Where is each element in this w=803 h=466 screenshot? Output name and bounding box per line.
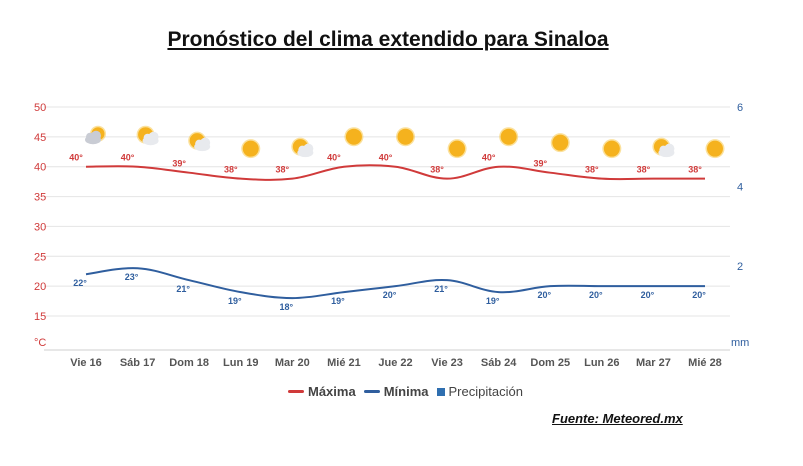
legend-item-max[interactable]: Máxima (288, 384, 356, 399)
data-label-max: 39° (533, 159, 547, 169)
data-label-max: 40° (327, 153, 341, 163)
sun-disc (449, 140, 466, 157)
series-line-max (85, 164, 705, 181)
legend-label-max: Máxima (308, 384, 356, 399)
data-label-min: 23° (125, 272, 139, 282)
data-label-min: 21° (434, 284, 448, 294)
series-line-min (85, 267, 705, 300)
data-label-max: 38° (585, 165, 599, 175)
sun-disc (397, 128, 414, 145)
data-labels: 40° 40° 39° 38° 38° 40° 40° 38° 40° 39° 38° 38° 38° 2… (69, 153, 706, 312)
sun-disc (552, 134, 569, 151)
legend-swatch-max (288, 390, 304, 393)
sun-disc (500, 128, 517, 145)
x-tick-label: Mar 20 (275, 357, 310, 369)
y-tick-label: 15 (34, 311, 46, 323)
y-tick-label: 30 (34, 221, 46, 233)
sun-icon (396, 127, 415, 147)
sun-icon (602, 139, 622, 159)
cloud-puff (303, 143, 314, 154)
axes: 15 20 25 30 35 40 45 50 °C 2 4 6 mm Vie 16 Sáb 17 Dom 1… (34, 102, 749, 369)
cloud-puff (200, 137, 211, 148)
sun-icon (705, 139, 725, 159)
cloud-puff (148, 131, 159, 142)
data-label-max: 40° (69, 153, 83, 163)
x-tick-label: Mié 28 (688, 357, 722, 369)
y-tick-label: 50 (34, 102, 46, 114)
y-right-unit-label: mm (731, 337, 749, 349)
y-tick-label: 40 (34, 162, 46, 174)
data-label-min: 20° (383, 290, 397, 300)
weather-icons (85, 125, 725, 159)
x-tick-label: Vie 16 (70, 357, 102, 369)
sun-icon (447, 139, 467, 159)
x-tick-label: Dom 18 (169, 357, 209, 369)
data-label-max: 40° (121, 153, 135, 163)
data-label-min: 18° (280, 302, 294, 312)
x-tick-label: Lun 26 (584, 357, 619, 369)
legend: Máxima Mínima Precipitación (288, 384, 523, 399)
sun-cloud-icon (291, 137, 314, 158)
data-label-min: 22° (73, 278, 87, 288)
x-tick-label: Dom 25 (530, 357, 570, 369)
partly-cloudy-icon (85, 125, 106, 145)
x-tick-label: Sáb 17 (120, 357, 155, 369)
x-tick-label: Sáb 24 (481, 357, 517, 369)
sun-disc (242, 140, 259, 157)
x-tick-label: Mar 27 (636, 357, 671, 369)
cloud-puff (664, 143, 675, 154)
cloud-puff (91, 130, 101, 141)
data-label-max: 38° (688, 165, 702, 175)
data-label-min: 19° (331, 296, 345, 306)
sun-icon (499, 127, 519, 147)
data-label-min: 20° (537, 290, 551, 300)
data-label-min: 20° (589, 290, 603, 300)
data-label-max: 40° (379, 153, 393, 163)
y-tick-label: 20 (34, 281, 46, 293)
legend-item-precip[interactable]: Precipitación (436, 384, 523, 399)
legend-label-min: Mínima (383, 384, 429, 399)
sun-icon (241, 139, 261, 159)
y-tick-label: 35 (34, 192, 46, 204)
sun-disc (345, 128, 362, 145)
sun-disc (707, 140, 723, 157)
data-label-min: 20° (641, 290, 655, 300)
data-label-min: 19° (486, 296, 500, 306)
y-unit-label: °C (34, 337, 46, 349)
data-label-max: 38° (637, 165, 651, 175)
sun-icon (550, 133, 570, 153)
source-credit: Fuente: Meteored.mx (552, 411, 683, 426)
y-tick-label: 25 (34, 251, 46, 263)
legend-label-precip: Precipitación (448, 384, 523, 399)
x-tick-label: Lun 19 (223, 357, 258, 369)
data-label-max: 38° (430, 165, 444, 175)
legend-item-min[interactable]: Mínima (363, 384, 429, 399)
data-label-max: 38° (224, 165, 238, 175)
data-label-min: 20° (692, 290, 706, 300)
legend-swatch-min (363, 390, 380, 393)
sun-cloud-icon (652, 137, 675, 158)
sun-cloud-icon (188, 131, 211, 152)
y-right-tick-label: 6 (737, 102, 743, 114)
x-tick-label: Jue 22 (378, 357, 412, 369)
sun-icon (344, 127, 364, 147)
y-right-tick-label: 2 (737, 261, 743, 273)
data-label-min: 21° (176, 284, 190, 294)
y-tick-label: 45 (34, 132, 46, 144)
x-tick-label: Vie 23 (431, 357, 463, 369)
page-title: Pronóstico del clima extendido para Sina… (167, 28, 609, 51)
x-tick-label: Mié 21 (327, 357, 361, 369)
legend-swatch-precip (436, 387, 445, 396)
y-right-tick-label: 4 (737, 182, 743, 194)
sun-cloud-icon (136, 125, 159, 146)
sun-disc (603, 140, 620, 157)
data-label-min: 19° (228, 296, 242, 306)
data-label-max: 40° (482, 153, 496, 163)
data-label-max: 39° (172, 159, 186, 169)
series-lines (85, 164, 705, 300)
data-label-max: 38° (276, 165, 290, 175)
